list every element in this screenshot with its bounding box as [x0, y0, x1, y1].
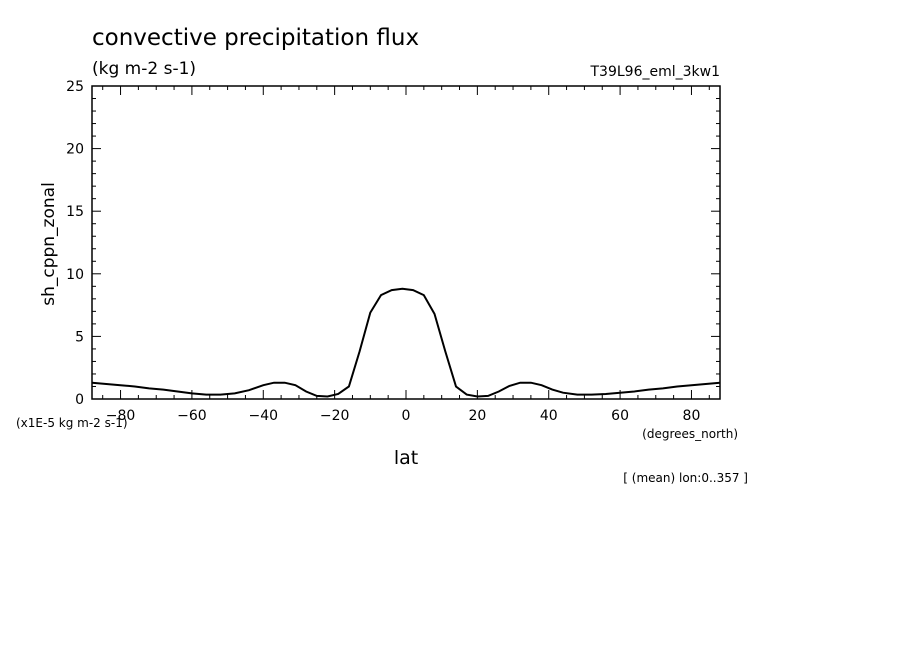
chart-title: convective precipitation flux — [92, 25, 419, 51]
x-axis-units: (degrees_north) — [642, 427, 738, 441]
y-axis-label: sh_cppn_zonal — [39, 182, 59, 306]
x-tick-label: 0 — [402, 408, 411, 424]
y-tick-label: 25 — [66, 79, 84, 95]
x-tick-label: 20 — [468, 408, 486, 424]
axis-ticks — [92, 85, 720, 400]
x-tick-label: 40 — [540, 408, 558, 424]
plot-frame — [91, 85, 721, 400]
x-tick-label: −40 — [248, 408, 278, 424]
x-tick-label: −20 — [320, 408, 350, 424]
x-tick-label: −60 — [177, 408, 207, 424]
y-tick-label: 20 — [66, 142, 84, 158]
run-label: T39L96_eml_3kw1 — [590, 64, 721, 80]
chart-units: (kg m-2 s-1) — [92, 59, 196, 79]
x-axis-label: lat — [394, 447, 418, 469]
tick-labels: −80 −60 −40 −20 0 20 40 60 80 0 5 10 15 20 25 — [66, 79, 700, 424]
y-tick-label: 10 — [66, 267, 84, 283]
y-scale-note: (x1E-5 kg m-2 s-1) — [16, 416, 128, 430]
x-tick-label: 80 — [683, 408, 701, 424]
y-tick-label: 15 — [66, 204, 84, 220]
series-line — [91, 287, 721, 398]
y-tick-label: 0 — [75, 392, 84, 408]
y-tick-label: 5 — [75, 329, 84, 345]
x-tick-label: 60 — [611, 408, 629, 424]
footnote: [ (mean) lon:0..357 ] — [623, 471, 748, 485]
x-tick-label: −80 — [106, 408, 136, 424]
